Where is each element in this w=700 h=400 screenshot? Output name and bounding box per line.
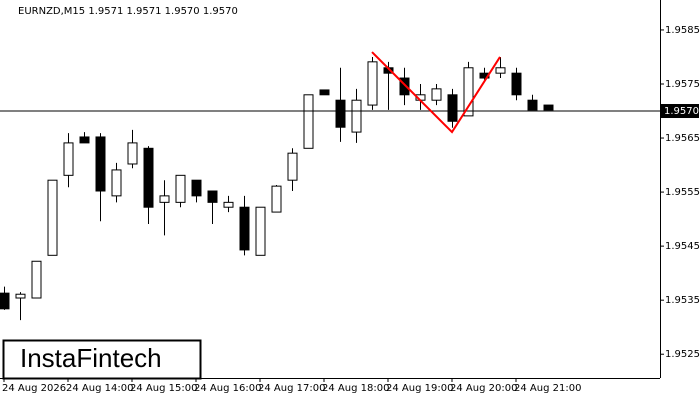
- candle-body: [47, 179, 58, 256]
- y-tick-label: 1.9545: [665, 241, 700, 252]
- candle-body: [463, 67, 474, 117]
- x-tick-label: 24 Aug 18:00: [322, 383, 389, 394]
- x-tick-label: 24 Aug 16:00: [194, 383, 261, 394]
- candle-body: [191, 179, 202, 197]
- candle-body: [175, 174, 186, 203]
- candle-body: [79, 136, 90, 144]
- y-tick-label: 1.9535: [665, 295, 700, 306]
- candle-body: [143, 147, 154, 208]
- candle-body: [15, 293, 26, 299]
- candle-body: [223, 201, 234, 208]
- candle-body: [239, 206, 250, 251]
- candle-body: [287, 152, 298, 181]
- candle-body: [431, 88, 442, 101]
- candle-body: [511, 72, 522, 96]
- candle-body: [447, 94, 458, 122]
- logo: InstaFintech: [20, 343, 162, 373]
- x-tick-label: 24 Aug 2026: [2, 383, 66, 394]
- y-tick-label: 1.9575: [665, 79, 700, 90]
- y-tick-label: 1.9585: [665, 25, 700, 36]
- x-tick-label: 24 Aug 15:00: [130, 383, 197, 394]
- logo-box: [2, 339, 202, 380]
- current-price-label: 1.9570: [664, 106, 699, 117]
- candle-body: [111, 169, 122, 197]
- candle-body: [207, 190, 218, 203]
- x-tick-label: 24 Aug 20:00: [450, 383, 517, 394]
- candle-body: [31, 260, 42, 299]
- candle-body: [271, 185, 282, 213]
- candle-body: [399, 77, 410, 96]
- pattern-line: [371, 51, 501, 134]
- candle-body: [367, 61, 378, 106]
- candle-body: [63, 142, 74, 176]
- x-tick-label: 24 Aug 21:00: [514, 383, 581, 394]
- candle-body: [95, 136, 106, 192]
- candle-body: [543, 104, 554, 111]
- x-tick-label: 24 Aug 14:00: [66, 383, 133, 394]
- candle-body: [351, 99, 362, 133]
- candle-body: [319, 89, 330, 96]
- y-tick-label: 1.9525: [665, 349, 700, 360]
- candle-body: [159, 195, 170, 203]
- candle-body: [127, 142, 138, 165]
- y-tick-label: 1.9565: [665, 133, 700, 144]
- candle-body: [255, 206, 266, 256]
- chart-title: EURNZD,M15 1.9571 1.9571 1.9570 1.9570: [18, 6, 238, 17]
- candle-body: [527, 99, 538, 111]
- candle-body: [303, 94, 314, 149]
- candle-body: [495, 67, 506, 74]
- candle-body: [335, 99, 346, 128]
- x-tick-label: 24 Aug 19:00: [386, 383, 453, 394]
- current-price-box: [661, 104, 699, 119]
- y-tick-label: 1.9555: [665, 187, 700, 198]
- x-tick-label: 24 Aug 17:00: [258, 383, 325, 394]
- candle-body: [0, 292, 10, 310]
